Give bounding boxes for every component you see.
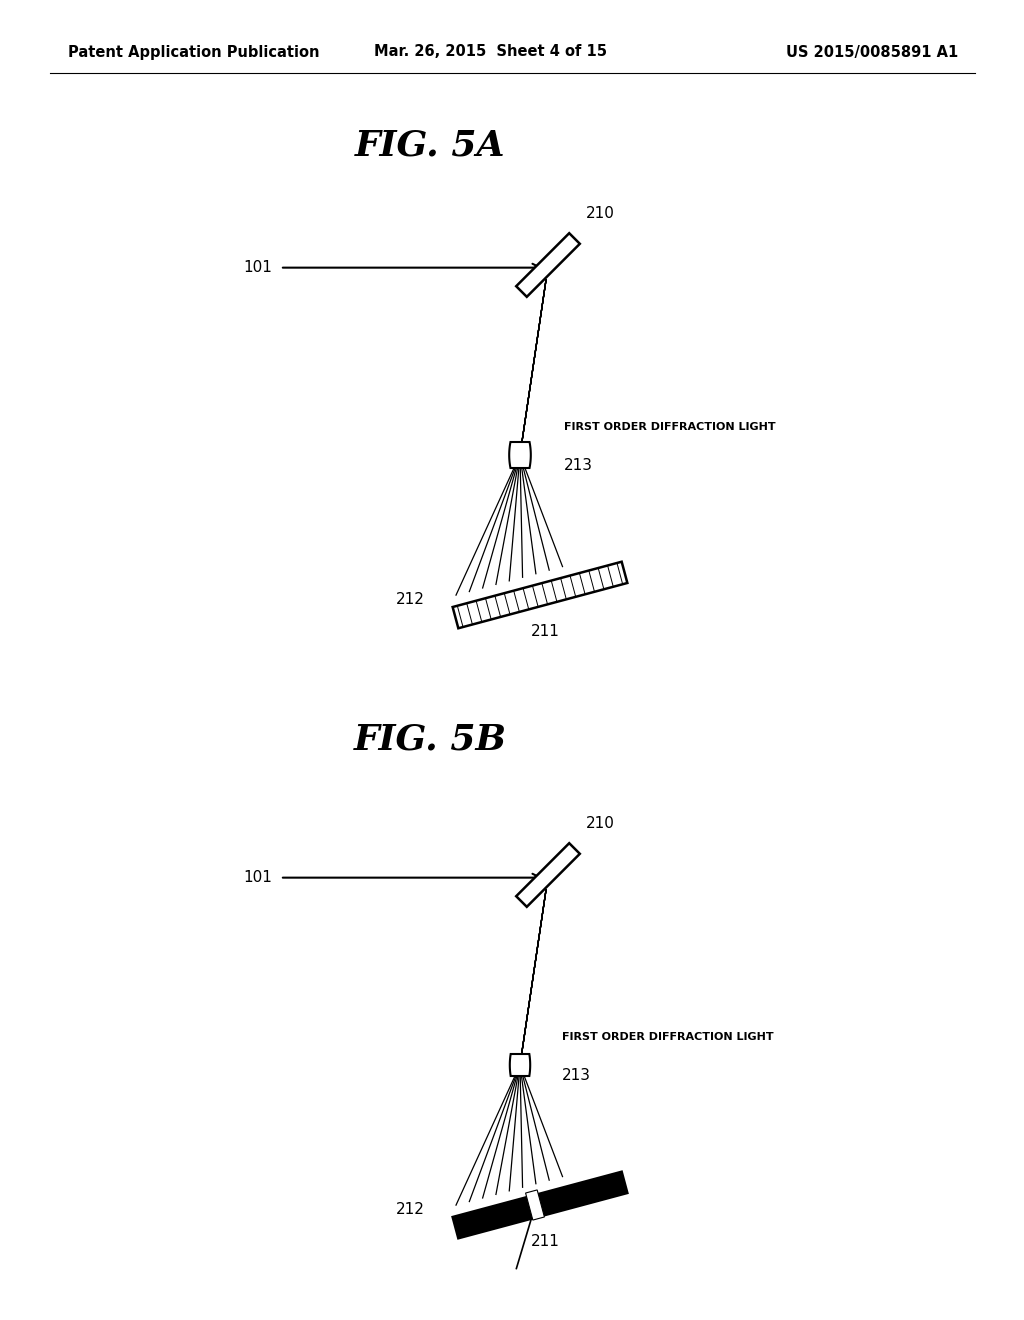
Text: 101: 101: [243, 260, 272, 275]
Text: US 2015/0085891 A1: US 2015/0085891 A1: [785, 45, 958, 59]
Polygon shape: [510, 1053, 530, 1076]
Polygon shape: [453, 562, 628, 628]
Polygon shape: [453, 1172, 628, 1238]
Text: 212: 212: [395, 591, 425, 606]
Text: 211: 211: [530, 1234, 559, 1249]
Polygon shape: [516, 843, 580, 907]
Text: FIG. 5B: FIG. 5B: [353, 723, 507, 756]
Text: 213: 213: [562, 1068, 591, 1082]
Polygon shape: [525, 1189, 545, 1220]
Text: FIRST ORDER DIFFRACTION LIGHT: FIRST ORDER DIFFRACTION LIGHT: [562, 1032, 773, 1041]
Text: FIRST ORDER DIFFRACTION LIGHT: FIRST ORDER DIFFRACTION LIGHT: [564, 422, 775, 432]
Text: 210: 210: [586, 206, 614, 220]
Text: 211: 211: [530, 624, 559, 639]
Polygon shape: [516, 234, 580, 297]
Text: 212: 212: [395, 1201, 425, 1217]
Text: Patent Application Publication: Patent Application Publication: [68, 45, 319, 59]
Text: FIG. 5A: FIG. 5A: [354, 128, 505, 162]
Text: 213: 213: [564, 458, 593, 473]
Text: Mar. 26, 2015  Sheet 4 of 15: Mar. 26, 2015 Sheet 4 of 15: [374, 45, 606, 59]
Text: 101: 101: [243, 870, 272, 886]
Text: 210: 210: [586, 816, 614, 830]
Polygon shape: [509, 442, 530, 469]
